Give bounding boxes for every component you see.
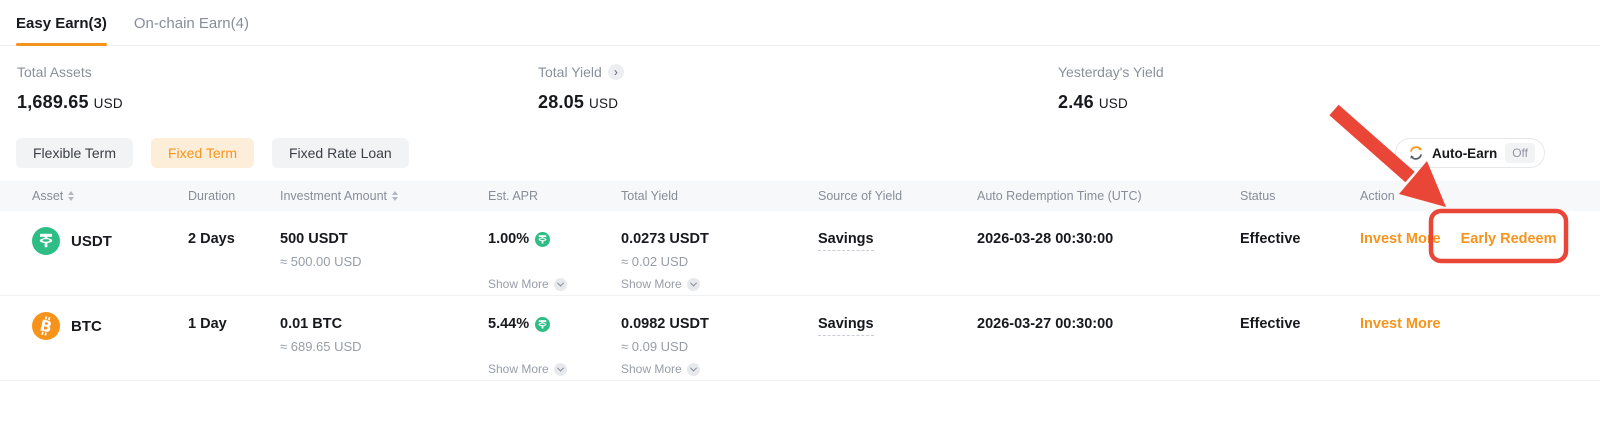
savings-tooltip-term[interactable]: Savings	[818, 316, 874, 336]
col-asset[interactable]: Asset	[16, 189, 172, 203]
yesterday-yield-label: Yesterday's Yield	[1058, 64, 1164, 80]
redemption-time-cell: 2026-03-28 00:30:00	[977, 231, 1114, 247]
tab-onchain-earn[interactable]: On-chain Earn(4)	[133, 15, 249, 32]
usdt-coin-icon	[32, 227, 60, 255]
status-cell: Effective	[1224, 211, 1344, 247]
duration-cell: 1 Day	[188, 316, 227, 332]
asset-name: BTC	[71, 317, 102, 335]
col-investment-amount[interactable]: Investment Amount	[264, 189, 472, 203]
usdt-token-icon	[535, 316, 551, 332]
redemption-time-cell: 2026-03-27 00:30:00	[977, 316, 1114, 332]
col-auto-redemption-time: Auto Redemption Time (UTC)	[977, 189, 1142, 203]
table-row-usdt: USDT 2 Days 500 USDT ≈ 500.00 USD 1.00%	[0, 211, 1600, 296]
est-apr-cell: 5.44% Show More	[472, 296, 605, 378]
total-yield-label: Total Yield ›	[538, 64, 1058, 80]
asset-cell: B BTC	[16, 296, 172, 340]
chevron-right-circle-icon[interactable]: ›	[607, 64, 624, 80]
earn-positions-table: Asset Duration Investment Amount Est. AP…	[0, 181, 1600, 381]
total-assets-stat: Total Assets 1,689.65 USD	[17, 64, 538, 113]
asset-name: USDT	[71, 232, 112, 250]
show-more-yield[interactable]: Show More	[621, 362, 700, 376]
est-apr-cell: 1.00% Show More	[472, 211, 605, 293]
show-more-yield[interactable]: Show More	[621, 277, 700, 291]
col-total-yield: Total Yield	[621, 189, 678, 203]
chevron-down-circle-icon	[553, 362, 567, 376]
tab-easy-earn[interactable]: Easy Earn(3)	[16, 15, 107, 46]
action-cell: Invest More Early Redeem	[1344, 211, 1584, 247]
table-toolbar: Flexible Term Fixed Term Fixed Rate Loan…	[0, 138, 1600, 168]
earn-tabbar: Easy Earn(3) On-chain Earn(4)	[0, 0, 1600, 46]
action-cell: Invest More	[1344, 296, 1584, 332]
auto-earn-label: Auto-Earn	[1431, 145, 1498, 161]
show-more-apr[interactable]: Show More	[488, 277, 567, 291]
chevron-down-circle-icon	[686, 277, 700, 291]
term-filters: Flexible Term Fixed Term Fixed Rate Loan	[16, 138, 409, 168]
summary-stats: Total Assets 1,689.65 USD Total Yield › 2…	[0, 46, 1600, 113]
total-yield-cell: 0.0273 USDT ≈ 0.02 USD Show More	[621, 231, 709, 291]
chevron-down-circle-icon	[553, 277, 567, 291]
total-assets-value: 1,689.65 USD	[17, 92, 123, 112]
usdt-token-icon	[535, 231, 551, 247]
investment-amount-cell: 500 USDT ≈ 500.00 USD	[280, 231, 362, 269]
col-duration: Duration	[188, 189, 236, 203]
table-row-btc: B BTC 1 Day 0.01 BTC ≈ 689.65 USD 5.44%	[0, 296, 1600, 381]
auto-earn-state-badge: Off	[1505, 143, 1535, 163]
sort-icon	[392, 191, 399, 201]
col-status: Status	[1240, 189, 1276, 203]
yesterday-yield-value: 2.46 USD	[1058, 92, 1128, 112]
savings-tooltip-term[interactable]: Savings	[818, 231, 874, 251]
col-source-of-yield: Source of Yield	[818, 189, 903, 203]
refresh-icon	[1410, 146, 1422, 160]
total-yield-stat: Total Yield › 28.05 USD	[538, 64, 1058, 113]
show-more-apr[interactable]: Show More	[488, 362, 567, 376]
invest-more-button[interactable]: Invest More	[1360, 231, 1441, 247]
asset-cell: USDT	[16, 211, 172, 255]
filter-fixed-term[interactable]: Fixed Term	[151, 138, 254, 168]
total-assets-label: Total Assets	[17, 64, 92, 80]
total-yield-cell: 0.0982 USDT ≈ 0.09 USD Show More	[621, 316, 709, 376]
status-cell: Effective	[1224, 296, 1344, 332]
svg-text:B: B	[38, 316, 54, 336]
duration-cell: 2 Days	[188, 231, 235, 247]
invest-more-button[interactable]: Invest More	[1360, 316, 1441, 332]
sort-icon	[68, 191, 75, 201]
chevron-down-circle-icon	[686, 362, 700, 376]
investment-amount-cell: 0.01 BTC ≈ 689.65 USD	[280, 316, 362, 354]
filter-flexible-term[interactable]: Flexible Term	[16, 138, 133, 168]
early-redeem-button[interactable]: Early Redeem	[1460, 231, 1557, 247]
col-est-apr: Est. APR	[488, 189, 539, 203]
source-of-yield-cell: Savings	[802, 296, 961, 336]
auto-earn-toggle[interactable]: Auto-Earn Off	[1394, 138, 1545, 168]
table-header-row: Asset Duration Investment Amount Est. AP…	[0, 181, 1600, 211]
btc-coin-icon: B	[32, 312, 60, 340]
status-badge: Effective	[1240, 316, 1301, 332]
col-action: Action	[1360, 189, 1395, 203]
status-badge: Effective	[1240, 231, 1301, 247]
source-of-yield-cell: Savings	[802, 211, 961, 251]
total-yield-value: 28.05 USD	[538, 92, 619, 112]
filter-fixed-rate-loan[interactable]: Fixed Rate Loan	[271, 138, 409, 168]
yesterday-yield-stat: Yesterday's Yield 2.46 USD	[1058, 64, 1584, 113]
